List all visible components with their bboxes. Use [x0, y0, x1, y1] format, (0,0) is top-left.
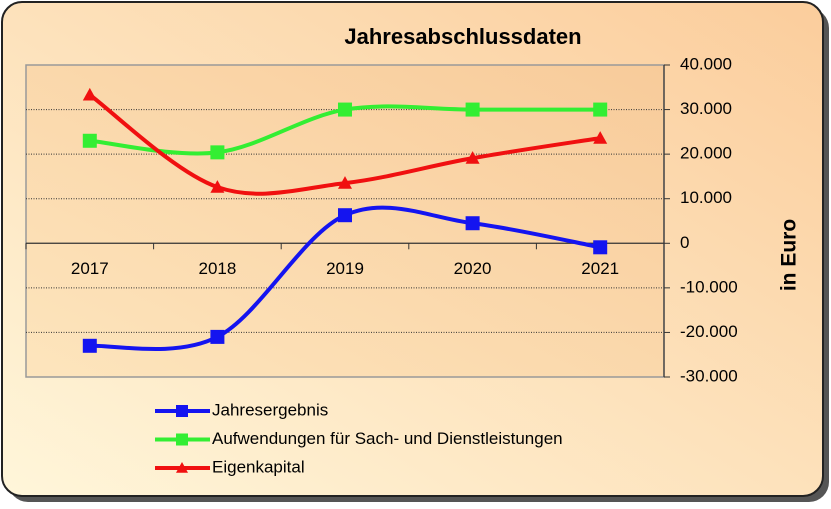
- legend-marker: [176, 405, 188, 417]
- marker: [210, 145, 225, 160]
- x-tick-label: 2019: [326, 259, 364, 278]
- y-tick-label: 30.000: [680, 99, 732, 118]
- legend-label: Eigenkapital: [212, 457, 305, 476]
- marker: [465, 102, 480, 117]
- x-tick-label: 2017: [71, 259, 109, 278]
- marker: [465, 216, 480, 231]
- marker: [338, 176, 352, 189]
- y-axis-title: in Euro: [778, 219, 801, 291]
- marker: [82, 133, 97, 148]
- marker: [593, 131, 608, 144]
- legend-marker: [176, 433, 188, 446]
- marker: [82, 338, 97, 353]
- marker: [338, 102, 352, 117]
- marker: [82, 87, 97, 101]
- marker: [465, 151, 480, 164]
- marker: [210, 180, 225, 193]
- y-tick-label: -20.000: [680, 322, 738, 341]
- marker: [593, 240, 608, 255]
- y-tick-label: 40.000: [680, 54, 732, 73]
- y-tick-label: -30.000: [680, 366, 738, 385]
- y-tick-label: 0: [680, 233, 689, 252]
- marker: [210, 329, 225, 344]
- legend-label: Aufwendungen für Sach- und Dienstleistun…: [212, 429, 563, 448]
- y-tick-label: 20.000: [680, 144, 732, 163]
- legend-marker: [176, 462, 188, 473]
- marker: [593, 102, 608, 117]
- y-tick-label: -10.000: [680, 277, 738, 296]
- chart-title: Jahresabschlussdaten: [344, 24, 581, 49]
- x-tick-label: 2018: [198, 259, 236, 278]
- y-tick-label: 10.000: [680, 188, 732, 207]
- legend-label: Jahresergebnis: [212, 400, 328, 419]
- marker: [338, 208, 352, 223]
- x-tick-label: 2020: [454, 259, 492, 278]
- x-tick-label: 2021: [581, 259, 619, 278]
